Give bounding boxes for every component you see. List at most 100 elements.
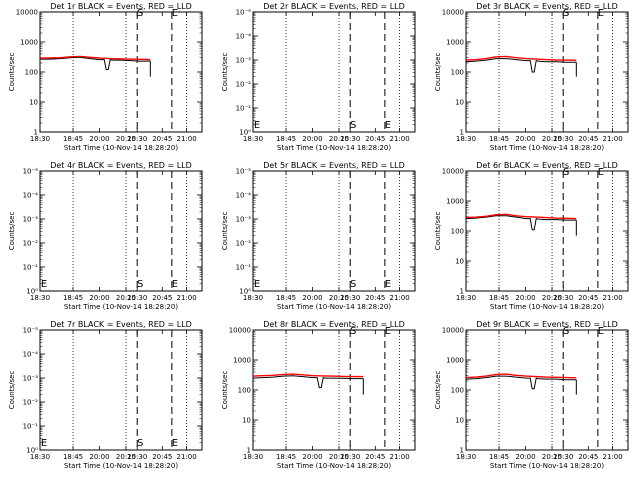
x-tick-label: 18:30 bbox=[243, 135, 263, 143]
events-series-line bbox=[252, 375, 364, 389]
x-tick-label: 20:45 bbox=[152, 453, 172, 461]
plot-title: Det 7r BLACK = Events, RED = LLD bbox=[50, 320, 192, 329]
y-tick-label: 1000 bbox=[446, 198, 464, 206]
x-tick-label: 18:30 bbox=[243, 453, 263, 461]
detector-plot: Det 8r BLACK = Events, RED = LLD 18:30 18:… bbox=[221, 320, 416, 470]
plot-frame bbox=[465, 170, 629, 292]
x-tick-label: 20:45 bbox=[578, 135, 598, 143]
y-tick-label: 10000 bbox=[442, 168, 464, 176]
x-tick-label: 20:00 bbox=[515, 294, 535, 302]
x-tick-label: 21:00 bbox=[390, 135, 410, 143]
plot-title: Det 3r BLACK = Events, RED = LLD bbox=[476, 2, 618, 11]
y-axis-label: Counts/sec bbox=[221, 212, 229, 251]
y-tick-label: 10000 bbox=[442, 9, 464, 17]
y-tick-label: 1 bbox=[460, 288, 464, 296]
detector-plot: Det 4r BLACK = Events, RED = LLD 18:30 18:… bbox=[8, 161, 203, 311]
y-tick-label: 10000 bbox=[442, 327, 464, 335]
events-series-line bbox=[465, 58, 577, 73]
x-tick-label: 20:30 bbox=[127, 135, 147, 143]
x-axis-label: Start Time (10-Nov-14 18:28:20) bbox=[490, 144, 604, 152]
end-marker: E bbox=[385, 120, 391, 131]
plot-title: Det 8r BLACK = Events, RED = LLD bbox=[263, 320, 405, 329]
x-tick-label: 20:30 bbox=[127, 453, 147, 461]
x-axis-label: Start Time (10-Nov-14 18:28:20) bbox=[490, 462, 604, 470]
y-tick-label: 10⁰ bbox=[239, 129, 251, 137]
y-tick-label: 10⁻¹ bbox=[236, 264, 252, 272]
x-tick-label: 18:45 bbox=[489, 135, 509, 143]
x-tick-label: 18:30 bbox=[30, 453, 50, 461]
y-tick-label: 10 bbox=[242, 417, 251, 425]
x-tick-label: 20:00 bbox=[302, 294, 322, 302]
plot-title: Det 6r BLACK = Events, RED = LLD bbox=[476, 161, 618, 170]
x-tick-label: 18:45 bbox=[63, 135, 83, 143]
plot-frame bbox=[39, 329, 203, 451]
lld-series-line bbox=[39, 55, 151, 61]
x-tick-label: 18:30 bbox=[456, 135, 476, 143]
events-series-line bbox=[465, 375, 577, 390]
x-tick-label: 20:30 bbox=[340, 453, 360, 461]
y-axis-label: Counts/sec bbox=[8, 53, 16, 92]
plot-title: Det 5r BLACK = Events, RED = LLD bbox=[263, 161, 405, 170]
x-tick-label: 20:00 bbox=[302, 453, 322, 461]
x-tick-label: 21:00 bbox=[603, 453, 623, 461]
plot-frame bbox=[252, 170, 416, 292]
x-axis-label: Start Time (10-Nov-14 18:28:20) bbox=[277, 303, 391, 311]
y-tick-label: 10 bbox=[455, 99, 464, 107]
x-tick-label: 21:00 bbox=[603, 135, 623, 143]
plot-frame bbox=[39, 170, 203, 292]
x-tick-label: 18:30 bbox=[30, 294, 50, 302]
end-marker: E bbox=[172, 438, 178, 449]
x-tick-label: 18:45 bbox=[489, 294, 509, 302]
plot-title: Det 1r BLACK = Events, RED = LLD bbox=[50, 2, 192, 11]
x-tick-label: 18:30 bbox=[30, 135, 50, 143]
detector-plot: Det 5r BLACK = Events, RED = LLD 18:30 18:… bbox=[221, 161, 416, 311]
x-tick-label: 20:00 bbox=[515, 453, 535, 461]
y-axis-label: Counts/sec bbox=[434, 212, 442, 251]
y-tick-label: 10000 bbox=[16, 9, 38, 17]
x-tick-label: 20:30 bbox=[340, 135, 360, 143]
x-tick-label: 20:15 bbox=[329, 453, 349, 461]
y-tick-label: 10⁻⁴ bbox=[236, 192, 252, 200]
x-tick-label: 18:45 bbox=[276, 135, 296, 143]
x-tick-label: 20:00 bbox=[89, 135, 109, 143]
start-marker: S bbox=[563, 167, 569, 178]
detector-plot: Det 3r BLACK = Events, RED = LLD 18:30 18:… bbox=[434, 2, 629, 152]
plot-frame bbox=[465, 11, 629, 133]
y-tick-label: 10⁻¹ bbox=[23, 264, 39, 272]
end-marker: E bbox=[385, 326, 391, 337]
x-tick-label: 20:30 bbox=[127, 294, 147, 302]
x-tick-label: 18:45 bbox=[63, 294, 83, 302]
x-tick-label: 20:45 bbox=[152, 135, 172, 143]
y-tick-label: 1000 bbox=[20, 39, 38, 47]
plot-frame bbox=[252, 329, 416, 451]
x-tick-label: 20:45 bbox=[578, 294, 598, 302]
x-tick-label: 20:15 bbox=[542, 294, 562, 302]
y-tick-label: 10⁻⁴ bbox=[23, 351, 39, 359]
y-tick-label: 10⁻² bbox=[236, 81, 252, 89]
start-marker: S bbox=[137, 279, 143, 290]
x-tick-label: 20:45 bbox=[365, 294, 385, 302]
start-marker: S bbox=[350, 120, 356, 131]
y-tick-label: 10⁻⁴ bbox=[23, 192, 39, 200]
y-tick-label: 1000 bbox=[446, 39, 464, 47]
y-tick-label: 100 bbox=[238, 387, 251, 395]
detector-plot: Det 2r BLACK = Events, RED = LLD 18:30 18:… bbox=[221, 2, 416, 152]
end-marker: E bbox=[598, 8, 604, 19]
detector-plot: Det 7r BLACK = Events, RED = LLD 18:30 18:… bbox=[8, 320, 203, 470]
y-tick-label: 10⁻² bbox=[23, 399, 39, 407]
x-axis-label: Start Time (10-Nov-14 18:28:20) bbox=[277, 462, 391, 470]
y-tick-label: 1 bbox=[247, 447, 251, 455]
events-series-line bbox=[40, 56, 151, 71]
x-tick-label: 20:00 bbox=[89, 453, 109, 461]
plot-frame bbox=[39, 11, 203, 133]
y-axis-label: Counts/sec bbox=[434, 53, 442, 92]
x-tick-label: 21:00 bbox=[177, 453, 197, 461]
x-tick-label: 20:15 bbox=[116, 294, 136, 302]
y-tick-label: 10⁻³ bbox=[23, 216, 39, 224]
detector-plot: Det 9r BLACK = Events, RED = LLD 18:30 18:… bbox=[434, 320, 629, 470]
x-tick-label: 20:15 bbox=[542, 453, 562, 461]
y-tick-label: 10⁻³ bbox=[23, 375, 39, 383]
y-axis-label: Counts/sec bbox=[8, 371, 16, 410]
x-tick-label: 21:00 bbox=[390, 453, 410, 461]
